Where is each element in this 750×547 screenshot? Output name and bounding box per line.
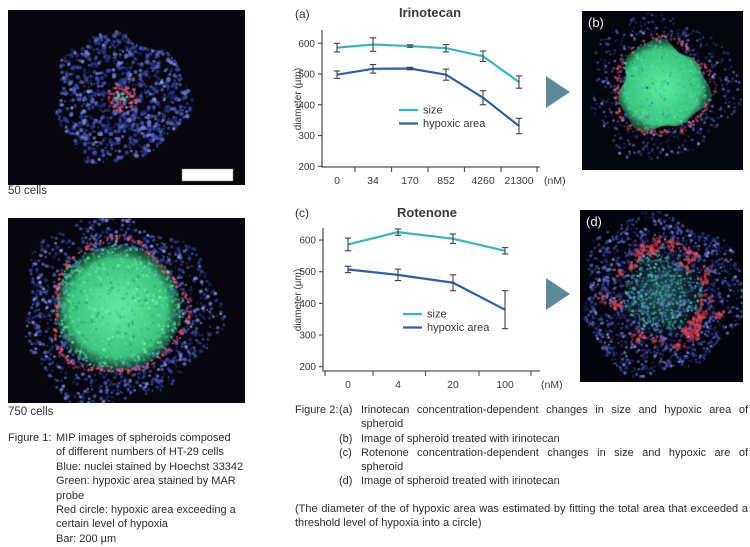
error-bar [479, 50, 487, 62]
series-line-size [336, 43, 520, 83]
error-bar [333, 70, 341, 79]
image-b-label: (b) [588, 15, 604, 30]
error-bar [515, 75, 523, 89]
image-d-label: (d) [586, 214, 602, 229]
figure2-item-d-label: (d) [339, 475, 353, 488]
arrow-right-icon-2 [546, 278, 570, 310]
x-tick-label: 0 [345, 379, 351, 391]
axes [321, 30, 540, 168]
chart-c-panel-label: (c) [295, 206, 309, 220]
figure2-item-d-text: Image of spheroid treated with irinoteca… [361, 475, 560, 488]
x-tick-label: 34 [367, 175, 379, 187]
error-bar [394, 228, 402, 236]
figure2-item-d: (d) Image of spheroid treated with irino… [339, 474, 748, 488]
y-axis-label: diameter (µm) [293, 269, 304, 331]
figure1-caption: Figure 1: MIP images of spheroids compos… [8, 431, 268, 546]
legend-label: size [423, 105, 443, 117]
y-tick-label: 600 [299, 236, 316, 247]
figure2-prefix: Figure 2: [295, 404, 339, 416]
legend-label: hypoxic area [427, 322, 490, 334]
error-bar [479, 90, 487, 106]
figure2-item-c: (c) Rotenone concentration-dependent cha… [339, 446, 748, 475]
image-label-50-cells: 50 cells [8, 185, 47, 197]
figure2-item-c-label: (c) [339, 446, 352, 459]
x-tick-label: 852 [437, 175, 455, 187]
error-bar [344, 265, 352, 274]
chart-a-title: Irinotecan [398, 5, 462, 20]
spheroid-image-b [582, 11, 743, 170]
figure1-body: MIP images of spheroids composed of diff… [56, 432, 244, 545]
x-tick-label: 4 [395, 379, 401, 391]
chart-rotenone: 200 300 400 500 600 0 4 20 100 (nM) diameter (µm) s… [293, 228, 563, 391]
chart-root: 200 300 400 500 600 0 4 20 100 (nM) diameter (µm) s… [293, 228, 563, 391]
y-tick-label: 500 [299, 267, 316, 278]
y-tick-label: 200 [298, 162, 315, 173]
x-tick-label: 20 [447, 379, 459, 391]
y-tick-label: 500 [298, 70, 315, 81]
error-bar [406, 66, 414, 71]
figure2-item-a-label: (a) [339, 404, 353, 416]
y-tick-label: 300 [299, 331, 316, 342]
axes [322, 228, 540, 372]
error-bar [501, 247, 509, 255]
x-tick-label: 0 [334, 175, 340, 187]
x-tick-label: 100 [496, 379, 514, 391]
series-line-hypoxic-area [336, 67, 520, 127]
legend-label: size [427, 309, 447, 321]
error-bar [515, 117, 523, 135]
image-label-750-cells: 750 cells [8, 406, 54, 418]
series-line-size [347, 231, 506, 252]
spheroid-image-750-cells [8, 218, 245, 403]
arrow-right-icon-1 [546, 76, 570, 108]
x-tick-label: 4260 [471, 175, 495, 187]
figure2-items: (a) Irinotecan concentration-dependent c… [339, 403, 748, 489]
chart-c-title: Rotenone [397, 205, 457, 220]
error-bar [333, 42, 341, 53]
chart-root: 200 300 400 500 600 0 34 170 852 4260 21300 (nM) dia… [293, 30, 566, 187]
error-bar [406, 44, 414, 48]
y-tick-label: 200 [299, 362, 316, 373]
figure1-prefix: Figure 1: [8, 432, 52, 444]
chart-irinotecan: 200 300 400 500 600 0 34 170 852 4260 21300 (nM) dia… [293, 30, 566, 187]
spheroid-image-d [580, 210, 743, 382]
error-bar [449, 233, 457, 245]
figure2-item-a-text: Irinotecan concentration-dependent chang… [361, 404, 748, 431]
y-axis-label: diameter (µm) [293, 68, 304, 130]
x-tick-label: 21300 [504, 175, 533, 187]
chart-a-panel-label: (a) [295, 7, 310, 21]
figure2-item-b: (b) Image of spheroid treated with irino… [339, 432, 748, 446]
figure2-item-c-text: Rotenone concentration-dependent changes… [361, 446, 748, 474]
error-bar [394, 268, 402, 282]
figure2-caption: Figure 2: (a) Irinotecan concentration-d… [295, 403, 748, 530]
y-tick-label: 400 [298, 100, 315, 111]
figure2-item-a: (a) Irinotecan concentration-dependent c… [339, 403, 748, 432]
figure2-note: (The diameter of the of hypoxic area was… [295, 502, 748, 530]
series-line-hypoxic-area [347, 268, 506, 311]
error-bar [442, 68, 450, 81]
y-tick-label: 400 [299, 299, 316, 310]
figure2-item-b-label: (b) [339, 432, 353, 445]
x-unit-label: (nM) [541, 379, 563, 391]
error-bar [344, 237, 352, 252]
x-unit-label: (nM) [544, 175, 566, 187]
error-bar [369, 37, 377, 52]
y-tick-label: 600 [298, 39, 315, 50]
figure2-item-b-text: Image of spheroid treated with irinoteca… [361, 432, 560, 445]
error-bar [369, 63, 377, 74]
error-bar [442, 43, 450, 53]
x-tick-label: 170 [401, 175, 419, 187]
error-bar [501, 290, 509, 330]
y-tick-label: 300 [298, 131, 315, 142]
error-bar [449, 274, 457, 292]
legend-label: hypoxic area [423, 118, 486, 130]
spheroid-image-50-cells [8, 10, 245, 185]
